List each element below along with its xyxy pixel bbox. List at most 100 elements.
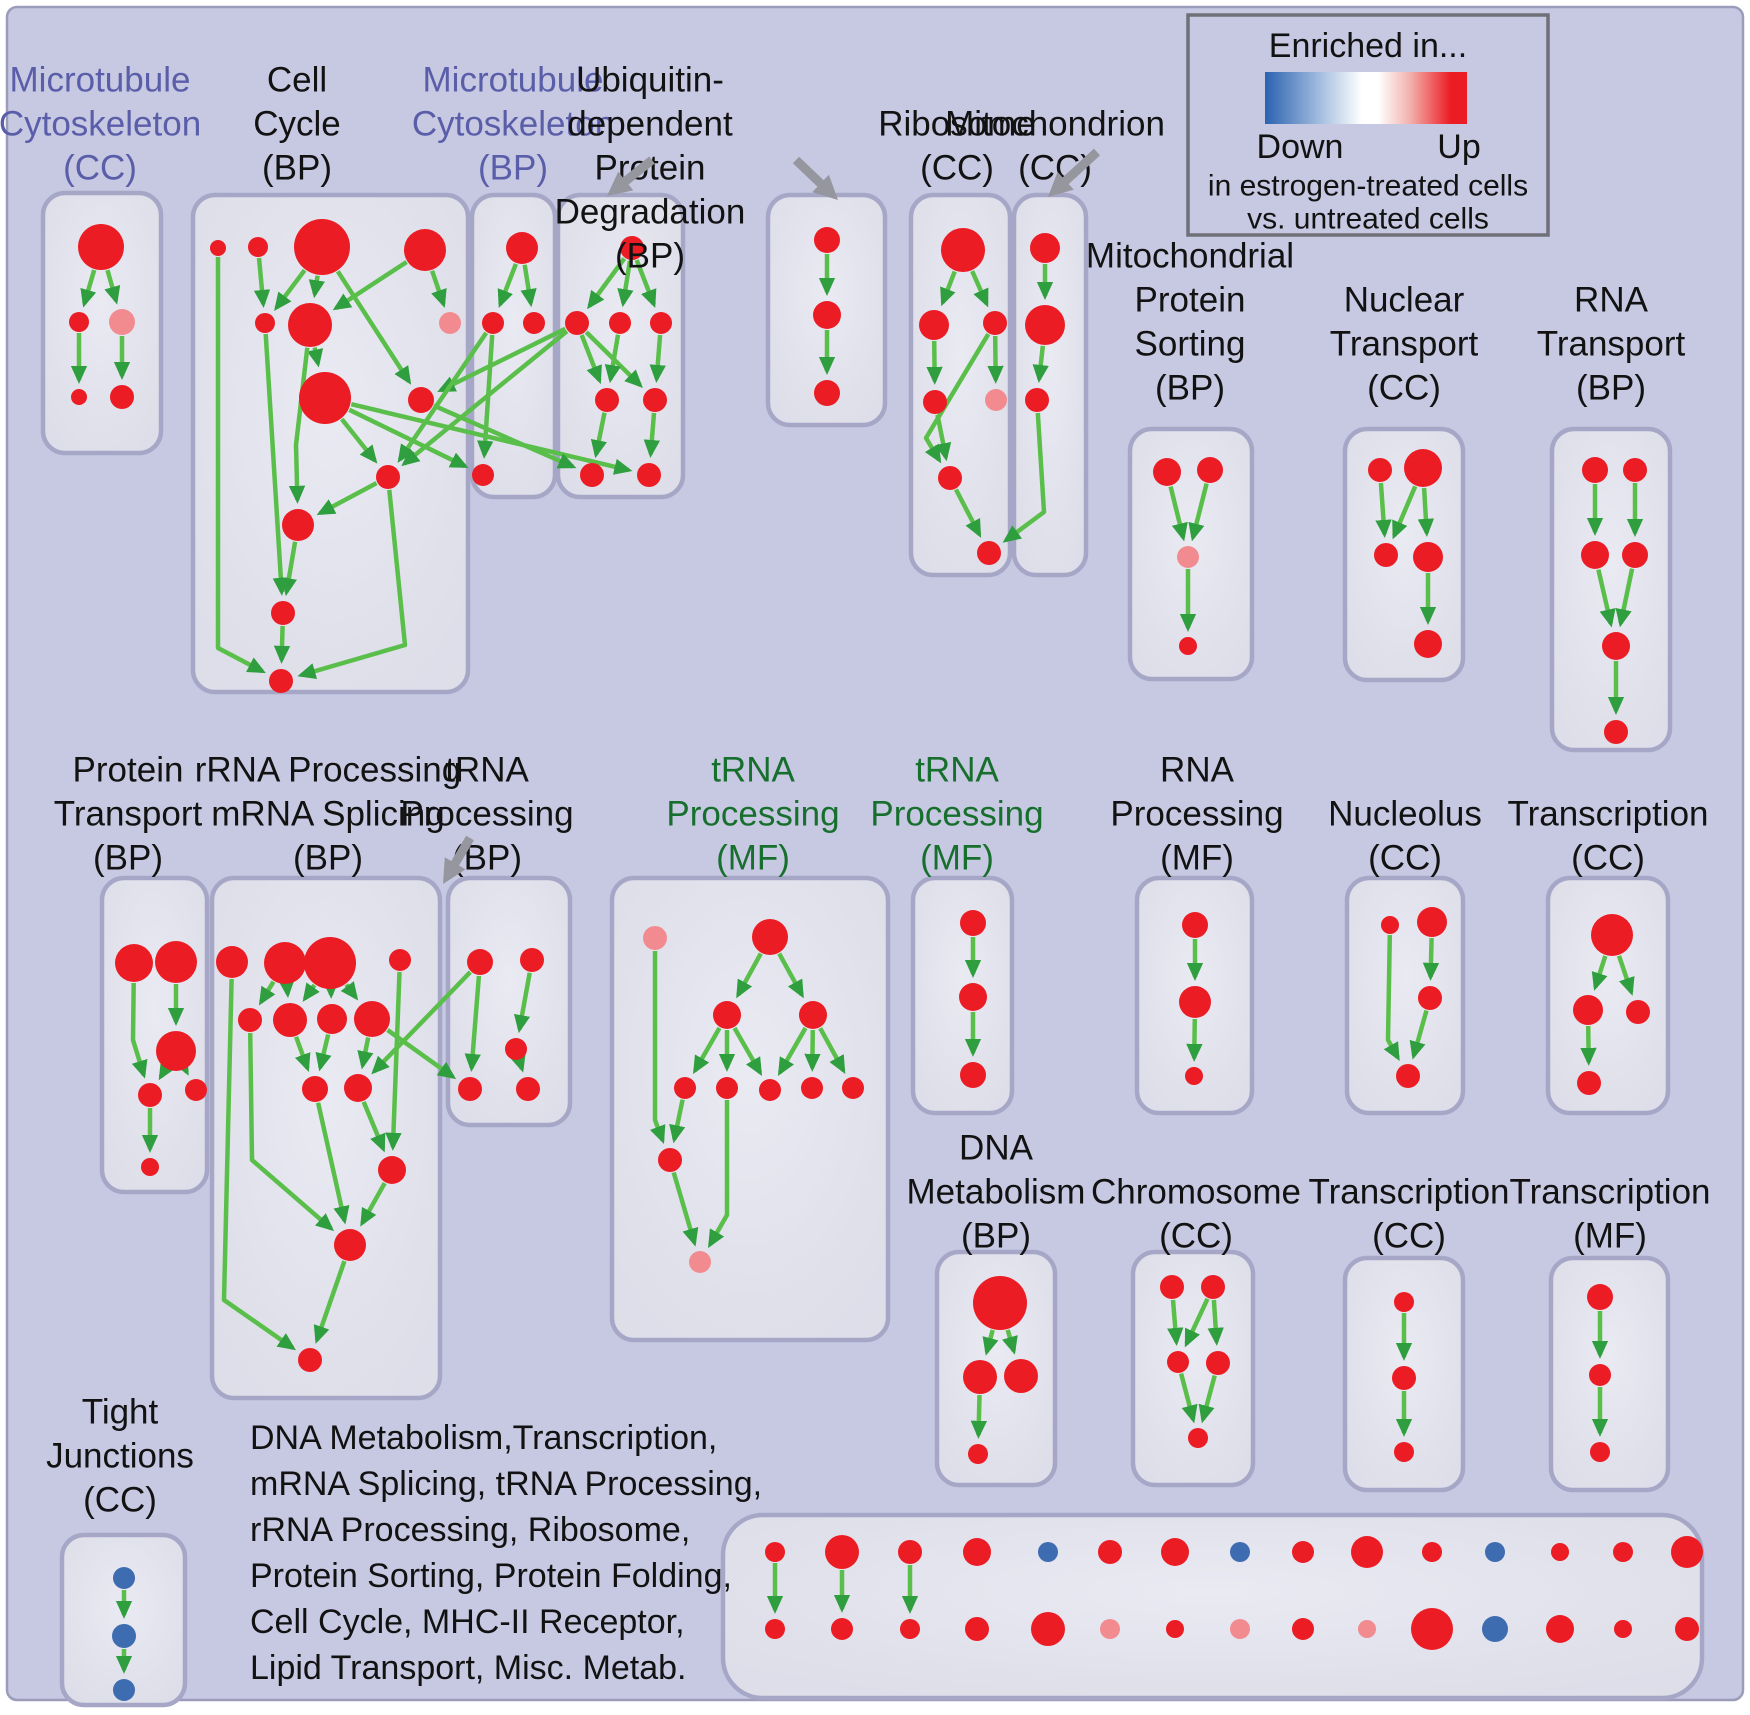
cluster-label-nt: (CC) bbox=[1367, 369, 1441, 408]
go-term-node-pt-p2 bbox=[155, 941, 197, 983]
cluster-label-tcu: (CC) bbox=[1571, 839, 1645, 878]
edge-arrow bbox=[335, 270, 412, 385]
cluster-label-rt: RNA bbox=[1574, 281, 1649, 320]
go-term-node-ms-s2 bbox=[1197, 457, 1223, 483]
go-term-node-qp-q3 bbox=[1185, 1067, 1203, 1085]
edge-arrow bbox=[308, 275, 325, 299]
cluster-box-ch bbox=[1130, 1249, 1256, 1488]
bottom-node-top-9 bbox=[1292, 1541, 1314, 1563]
edge-arrow bbox=[1596, 569, 1616, 628]
cross-edge-arrow bbox=[397, 331, 489, 463]
ubiquitin-left-pointer-head bbox=[607, 171, 634, 196]
go-term-node-gm-g9 bbox=[842, 1077, 864, 1099]
go-term-node-tcu-tc4 bbox=[1577, 1071, 1601, 1095]
edge-arrow bbox=[173, 1055, 189, 1076]
go-term-node-ub1-u8 bbox=[637, 463, 661, 487]
edge-arrow bbox=[579, 334, 602, 385]
edge-arrow bbox=[288, 347, 310, 504]
edge-arrow bbox=[777, 952, 804, 999]
edge-arrow bbox=[671, 1171, 699, 1247]
edge-arrow bbox=[777, 1026, 808, 1077]
go-term-node-tj-j3 bbox=[113, 1679, 135, 1701]
go-term-node-dm-dm2 bbox=[963, 1360, 997, 1394]
cluster-label-tmf: (MF) bbox=[1573, 1217, 1647, 1256]
cluster-label-ms: (BP) bbox=[1155, 369, 1225, 408]
go-term-node-ch-ch1 bbox=[1160, 1275, 1184, 1299]
edge-arrow bbox=[315, 1033, 332, 1072]
go-term-node-tcl-x2 bbox=[1392, 1366, 1416, 1390]
cluster-box-tj bbox=[59, 1532, 188, 1708]
ubiquitin-left-pointer bbox=[607, 156, 655, 196]
go-term-node-gm-g7 bbox=[759, 1079, 781, 1101]
go-term-node-rr-r3 bbox=[304, 937, 356, 989]
edge-arrow bbox=[804, 1029, 821, 1072]
go-term-node-rt-rt5 bbox=[1602, 632, 1630, 660]
go-term-node-ub1-u5 bbox=[595, 388, 619, 412]
go-term-node-nt-nt3 bbox=[1374, 543, 1398, 567]
edge-arrow bbox=[1392, 485, 1418, 540]
edge-arrow bbox=[1591, 955, 1608, 991]
edge-arrow bbox=[736, 952, 763, 999]
edge-arrow bbox=[247, 1032, 335, 1232]
cluster-label-pt: Transport bbox=[54, 795, 203, 834]
cluster-label-ub1: Protein bbox=[595, 149, 706, 188]
go-term-node-ub1-u6 bbox=[643, 388, 667, 412]
edge-arrow bbox=[935, 414, 952, 462]
go-term-node-tmf-y1 bbox=[1587, 1284, 1613, 1310]
bottom-node-top-10 bbox=[1351, 1536, 1383, 1568]
go-term-node-rr-r1 bbox=[216, 946, 248, 978]
cluster-label-mcc: Cytoskeleton bbox=[0, 105, 201, 144]
cluster-box-nt bbox=[1342, 426, 1466, 683]
cross-edge-arrow bbox=[386, 1028, 457, 1080]
cluster-label-tmf: Transcription bbox=[1510, 1173, 1711, 1212]
cluster-label-nu: (CC) bbox=[1368, 839, 1442, 878]
cluster-label-tcl: Transcription bbox=[1309, 1173, 1510, 1212]
misc-categories-text-line: Protein Sorting, Protein Folding, bbox=[250, 1557, 732, 1595]
cluster-label-dm: (BP) bbox=[961, 1217, 1031, 1256]
edge-arrow bbox=[332, 260, 408, 311]
ubiquitin-right-pointer-shaft bbox=[792, 156, 827, 190]
cluster-label-qp: Processing bbox=[1110, 795, 1283, 834]
bottom-node-top-4 bbox=[963, 1538, 991, 1566]
cluster-box-rt bbox=[1549, 426, 1673, 753]
legend-title: Enriched in... bbox=[1269, 27, 1467, 65]
mitochondrion-pointer-shaft bbox=[1059, 148, 1101, 187]
go-term-node-ub1-u7 bbox=[580, 463, 604, 487]
go-term-node-rb-rb7 bbox=[977, 541, 1001, 565]
go-term-node-cc-n3 bbox=[294, 219, 350, 275]
go-term-node-gm-g1 bbox=[643, 926, 667, 950]
edge-arrow bbox=[649, 334, 666, 384]
cluster-label-ub1: Degradation bbox=[555, 193, 746, 232]
go-term-node-rb-rb3 bbox=[983, 311, 1007, 335]
edge-arrow bbox=[315, 1102, 350, 1225]
edge-arrow bbox=[497, 263, 518, 308]
edge-arrow bbox=[818, 1027, 846, 1074]
cluster-label-rr: rRNA Processing bbox=[195, 751, 461, 790]
bottom-node-bottom-7 bbox=[1166, 1620, 1184, 1638]
cluster-label-rt: Transport bbox=[1537, 325, 1686, 364]
go-term-node-rb-rb1 bbox=[941, 228, 985, 272]
edge-arrow bbox=[1615, 568, 1635, 628]
go-term-node-mb-mc2 bbox=[523, 312, 545, 334]
trna-bp-pointer bbox=[443, 835, 474, 884]
bottom-node-top-12 bbox=[1485, 1542, 1505, 1562]
cluster-label-mb: Microtubule bbox=[423, 61, 604, 100]
edge-arrow bbox=[274, 268, 307, 311]
bottom-node-top-7 bbox=[1161, 1538, 1189, 1566]
go-term-node-mcc-b bbox=[69, 312, 89, 332]
edge-arrow bbox=[253, 257, 271, 309]
go-term-node-mcc-e bbox=[110, 385, 134, 409]
edge-arrow bbox=[1207, 1299, 1224, 1346]
bottom-node-bottom-4 bbox=[965, 1617, 989, 1641]
go-term-node-pt-p6 bbox=[141, 1158, 159, 1176]
edge-arrow bbox=[313, 1260, 347, 1344]
go-term-node-rb-rb5 bbox=[985, 389, 1007, 411]
cluster-label-rb: (CC) bbox=[920, 149, 994, 188]
cluster-label-ub1: Ubiquitin- bbox=[576, 61, 724, 100]
misc-categories-text-line: DNA Metabolism,Transcription, bbox=[250, 1419, 717, 1457]
edge-arrow bbox=[1001, 1329, 1018, 1355]
go-term-node-mb-m1 bbox=[506, 232, 538, 264]
edge-arrow bbox=[643, 412, 660, 459]
edge-arrow bbox=[693, 1026, 722, 1075]
